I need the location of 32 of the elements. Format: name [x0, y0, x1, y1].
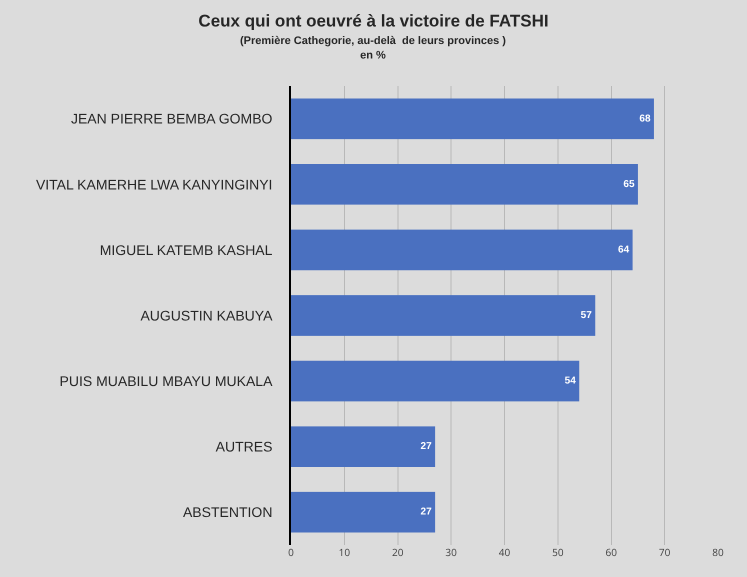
- chart-title: Ceux qui ont oeuvré à la victoire de FATSHI: [198, 11, 549, 30]
- data-label: 27: [420, 506, 432, 518]
- x-tick-label: 50: [552, 545, 564, 559]
- bar: [291, 426, 436, 467]
- y-tick-label: MIGUEL KATEMB KASHAL: [100, 242, 273, 258]
- data-label: 54: [564, 376, 576, 387]
- bar: [291, 492, 436, 533]
- data-label: 68: [639, 113, 651, 124]
- x-tick-label: 70: [658, 545, 671, 559]
- y-tick-label: AUTRES: [216, 438, 272, 455]
- x-tick-label: 40: [498, 545, 510, 559]
- bar: [291, 360, 580, 402]
- data-label: 27: [420, 441, 432, 452]
- x-tick-label: 30: [445, 545, 458, 559]
- x-tick-label: 60: [606, 545, 618, 559]
- bar: [291, 164, 638, 205]
- x-tick-label: 80: [712, 545, 724, 559]
- y-tick-label: VITAL KAMERHE LWA KANYINGINYI: [36, 176, 272, 192]
- y-tick-label: ABSTENTION: [182, 504, 272, 520]
- x-tick-label: 0: [288, 545, 294, 559]
- x-tick-label: 20: [392, 545, 404, 559]
- data-label: 64: [618, 244, 630, 256]
- bar: [291, 295, 596, 336]
- chart-subtitle: (Première Cathegorie, au-delà de leurs provinces ) en %: [240, 35, 506, 62]
- bar: [291, 230, 633, 270]
- y-tick-label: PUIS MUABILU MBAYU MUKALA: [60, 372, 274, 389]
- bar: [291, 98, 654, 140]
- y-tick-label: AUGUSTIN KABUYA: [140, 307, 274, 324]
- data-label: 57: [580, 310, 592, 321]
- data-label: 65: [623, 178, 635, 190]
- x-tick-label: 10: [338, 545, 350, 559]
- y-tick-label: JEAN PIERRE BEMBA GOMBO: [70, 110, 273, 127]
